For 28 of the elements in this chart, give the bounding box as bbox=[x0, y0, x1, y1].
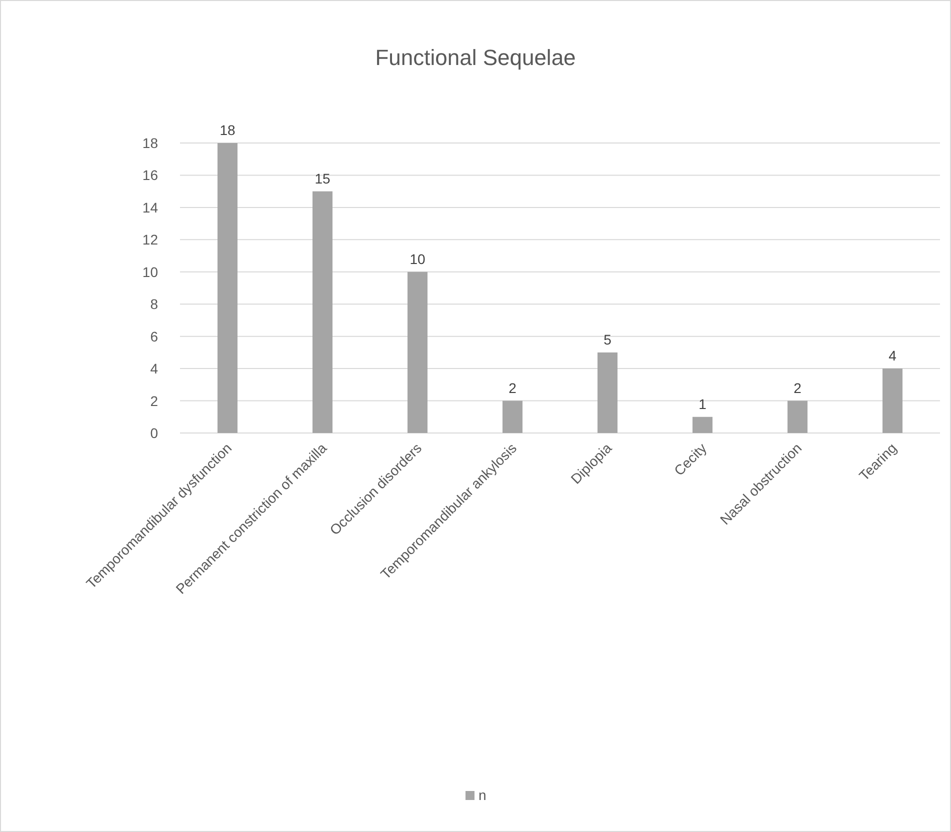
data-label: 4 bbox=[888, 348, 897, 364]
bar bbox=[882, 368, 902, 433]
y-tick-label: 14 bbox=[142, 199, 158, 216]
bar bbox=[218, 143, 238, 433]
bar bbox=[408, 272, 428, 433]
legend-label: n bbox=[478, 787, 486, 803]
data-label: 1 bbox=[698, 396, 707, 412]
y-tick-label: 2 bbox=[150, 392, 158, 409]
y-tick-label: 12 bbox=[142, 232, 158, 248]
bar bbox=[312, 191, 332, 433]
y-tick-label: 6 bbox=[150, 328, 158, 344]
data-label: 2 bbox=[508, 380, 517, 396]
y-tick-label: 10 bbox=[142, 264, 158, 280]
chart-title: Functional Sequelae bbox=[375, 45, 576, 70]
y-tick-label: 8 bbox=[150, 296, 158, 312]
bar bbox=[598, 352, 618, 433]
y-tick-label: 16 bbox=[142, 167, 158, 184]
data-label: 5 bbox=[604, 331, 612, 348]
y-tick-label: 18 bbox=[142, 135, 158, 151]
data-label: 2 bbox=[794, 380, 802, 396]
y-tick-label: 0 bbox=[150, 425, 158, 441]
data-label: 15 bbox=[314, 170, 330, 186]
data-label: 18 bbox=[220, 122, 236, 138]
y-tick-label: 4 bbox=[150, 360, 158, 377]
bar bbox=[788, 400, 808, 433]
bar bbox=[502, 400, 522, 433]
bar bbox=[692, 416, 712, 433]
data-label: 10 bbox=[410, 250, 426, 267]
